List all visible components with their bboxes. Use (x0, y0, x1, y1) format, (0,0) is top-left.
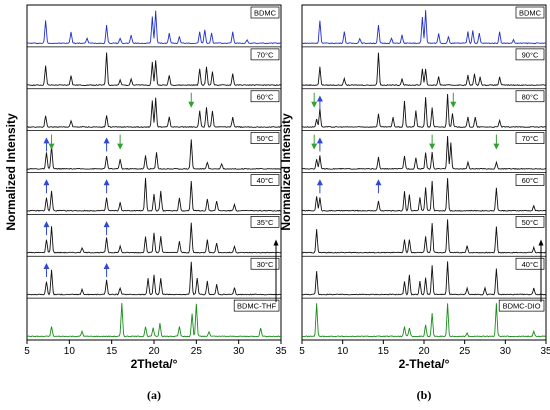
panel-a-trace-label: 40°C (257, 176, 274, 185)
panel-b-trace-label-box (515, 174, 545, 186)
panel-a-chart: Normalized Intensity 2Theta/° (a) 5 10 15 2… (4, 4, 287, 402)
panel-b-trace-label: 90°C (522, 50, 539, 59)
panel-b-trace-label: BDMC-DIO (503, 302, 541, 311)
panel-b-trace (301, 303, 547, 338)
panel-a-xtick-label: 25 (191, 346, 203, 357)
panel-b-xtick-label: 25 (459, 346, 471, 357)
panel-b-xlabel: 2-Theta/° (399, 357, 450, 371)
panel-a-trace-label-box (250, 132, 280, 144)
panel-a-trace-label: 30°C (257, 260, 274, 269)
panel-a-xtick-label: 5 (24, 346, 30, 357)
panel-b-blue-arrow (316, 95, 323, 102)
panel-b-green-arrow (311, 101, 318, 108)
panel-b-green-arrow (311, 143, 318, 150)
panel-a-trace-label-box (250, 90, 280, 103)
panel-a-green-arrow (117, 143, 124, 150)
panel-b-xtick-label: 35 (540, 346, 550, 357)
panel-a-trace-label: 35°C (257, 218, 274, 227)
panel-b-trace-label: 70°C (522, 134, 539, 143)
panel-a-trace-label-box (250, 257, 280, 270)
panel-a-xtick-label: 30 (233, 346, 245, 357)
panel-a-trace (26, 97, 282, 128)
panel-a-blue-arrow (103, 137, 110, 144)
panel-a-trace (26, 52, 282, 87)
panel-a-trace-label: BDMC-THF (237, 302, 277, 311)
panel-a-trace-label: BDMC (254, 9, 277, 18)
panel-b-green-arrow (493, 143, 500, 150)
panel-b-trace-label: 60°C (522, 176, 539, 185)
panel-b-trace-label-box (515, 48, 545, 61)
panel-b-xtick-label: 10 (337, 346, 349, 357)
panel-a-ylabel: Normalized Intensity (4, 113, 18, 231)
panel-a-trace-label-box (250, 216, 280, 228)
panel-a-trace-label: 60°C (257, 92, 274, 101)
panel-b-ylabel: Normalized Intensity (279, 113, 293, 231)
panel-a-blue-arrow (43, 263, 50, 270)
panel-b-trace-label-box (515, 216, 545, 228)
panel-a-xtick-label: 15 (106, 346, 118, 357)
panel-a-label: (a) (147, 388, 161, 402)
panel-a-trace-label-box (233, 299, 280, 312)
panel-b-green-arrow (450, 101, 457, 108)
panel-b-trace-label-box (515, 6, 545, 19)
panel-b-trace (301, 136, 547, 170)
panel-a-xtick-label: 35 (275, 346, 287, 357)
panel-b-trace (301, 178, 547, 212)
panel-a-trace (26, 139, 282, 170)
panel-b-trace-label: 80°C (522, 92, 539, 101)
panel-a-xtick-label: 20 (148, 346, 160, 357)
panel-b-label: (b) (417, 388, 432, 402)
panel-a-trace (26, 177, 282, 212)
panel-a-blue-arrow (43, 137, 50, 144)
panel-a-blue-arrow (103, 179, 110, 186)
panel-a-xlabel: 2Theta/° (131, 357, 178, 371)
panel-a-trace-label-box (250, 174, 280, 186)
panel-a-green-arrow (48, 143, 55, 150)
panel-b-blue-arrow (316, 137, 323, 144)
panel-a-trace-label: 70°C (257, 50, 274, 59)
panel-a-trace (26, 303, 282, 338)
panel-b-trace-label: BDMC (519, 9, 542, 18)
panel-b-green-arrow (429, 143, 436, 150)
panel-a-green-arrow (188, 101, 195, 108)
panel-b-trace-label: 40°C (522, 260, 539, 269)
panel-a-temperature-arrow (273, 239, 279, 246)
panel-a-blue-arrow (43, 221, 50, 228)
panel-b-trace-label-box (498, 299, 545, 312)
panel-b-trace (301, 94, 547, 128)
panel-b-trace (301, 52, 547, 87)
panel-a-trace (26, 222, 282, 254)
panel-b-xtick-label: 5 (299, 346, 305, 357)
panel-b-trace-label-box (515, 132, 545, 144)
panel-b-trace (301, 10, 547, 45)
panel-a-xtick-label: 10 (64, 346, 76, 357)
panel-a-blue-arrow (103, 221, 110, 228)
panel-a-trace (26, 10, 282, 45)
panel-b-xtick-label: 30 (500, 346, 512, 357)
panel-b-chart: Normalized Intensity 2-Theta/° (b) 5 10 15… (279, 4, 550, 402)
panel-b-xtick-label: 15 (378, 346, 390, 357)
panel-b-blue-arrow (316, 179, 323, 186)
panel-b-trace (301, 219, 547, 254)
panel-b-xtick-label: 20 (418, 346, 430, 357)
panel-b-trace (301, 261, 547, 296)
panel-b-trace-label-box (515, 90, 545, 103)
panel-a-trace-label-box (250, 48, 280, 61)
panel-a-trace-label-box (250, 6, 280, 19)
panel-a-blue-arrow (43, 179, 50, 186)
panel-b-temperature-arrow (538, 239, 544, 246)
panel-a-blue-arrow (103, 263, 110, 270)
panel-b-trace-label: 50°C (522, 218, 539, 227)
panel-b-blue-arrow (375, 179, 382, 186)
panel-a-trace (26, 261, 282, 296)
panel-b-trace-label-box (515, 257, 545, 270)
panel-a-trace-label: 50°C (257, 134, 274, 143)
